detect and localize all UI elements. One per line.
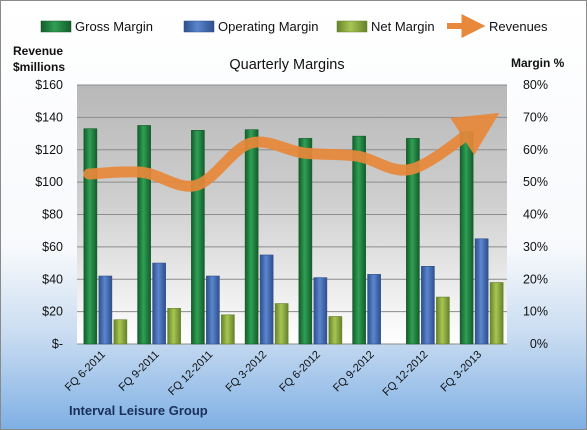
x-tick-label: FQ 3-2013 (439, 349, 485, 395)
left-tick-label: $40 (42, 272, 63, 286)
legend-label-revenues: Revenues (489, 19, 548, 34)
left-tick-label: $140 (35, 110, 63, 124)
right-tick-label: 10% (523, 305, 548, 319)
bar-gross-margin-fq-9-2011 (137, 125, 151, 345)
bar-operating-margin-fq-3-2012 (259, 254, 274, 345)
bar-gross-margin-fq-6-2011 (83, 128, 98, 345)
left-tick-label: $120 (35, 143, 63, 157)
revenue-line (83, 112, 500, 192)
chart-title: Quarterly Margins (229, 57, 344, 73)
left-tick-label: $100 (35, 175, 63, 189)
left-tick-label: $- (52, 337, 63, 351)
bar-gross-margin-fq-12-2012 (406, 138, 420, 345)
revenue-point-fq-9-2012 (357, 155, 359, 157)
bar-gross-margin-fq-3-2013 (459, 131, 474, 345)
legend-swatch-net-margin (336, 20, 368, 33)
bar-gross-margin-fq-6-2012 (298, 138, 313, 345)
left-axis-title-line2: $millions (13, 60, 65, 74)
legend-swatch-operating-margin (183, 20, 215, 33)
revenue-point-fq-12-2011 (195, 184, 197, 186)
bar-net-margin-fq-6-2012 (328, 316, 343, 345)
legend-label-gross-margin: Gross Margin (75, 19, 153, 34)
right-tick-label: 30% (523, 240, 548, 254)
right-axis-title: Margin % (511, 56, 565, 70)
x-tick-label: FQ 12-2011 (166, 349, 215, 398)
company-name: Interval Leisure Group (69, 403, 208, 418)
left-axis-ticks: $- $20 $40 $60 $80 $100 $120 $140 $160 (35, 78, 63, 351)
bar-gross-margin-fq-12-2011 (191, 130, 205, 345)
bar-net-margin-fq-3-2012 (274, 303, 289, 345)
x-tick-label: FQ 6-2011 (63, 349, 108, 394)
bar-net-margin-fq-3-2013 (489, 282, 504, 345)
bar-operating-margin-fq-6-2011 (98, 275, 113, 345)
right-tick-label: 60% (523, 143, 548, 157)
x-tick-label: FQ 9-2012 (331, 349, 377, 395)
right-tick-label: 80% (523, 78, 548, 92)
bar-operating-margin-fq-6-2012 (313, 277, 328, 345)
legend-label-net-margin: Net Margin (371, 19, 435, 34)
right-tick-label: 40% (523, 208, 548, 222)
bar-net-margin-fq-12-2012 (436, 296, 450, 345)
right-tick-label: 20% (523, 272, 548, 286)
revenue-point-fq-3-2012 (249, 142, 251, 144)
bar-net-margin-fq-9-2011 (167, 308, 181, 345)
bar-operating-margin-fq-9-2011 (152, 262, 166, 345)
bar-operating-margin-fq-12-2011 (206, 275, 220, 345)
bar-operating-margin-fq-12-2012 (421, 265, 435, 345)
x-tick-label: FQ 9-2011 (117, 349, 162, 394)
legend-swatch-gross-margin (40, 20, 72, 33)
x-tick-label: FQ 3-2012 (224, 349, 270, 395)
left-tick-label: $20 (42, 305, 63, 319)
left-axis-title-line1: Revenue (13, 44, 63, 58)
right-tick-label: 70% (523, 110, 548, 124)
revenue-point-fq-9-2011 (142, 171, 144, 173)
right-tick-label: 50% (523, 175, 548, 189)
left-tick-label: $60 (42, 240, 63, 254)
x-tick-label: FQ 6-2012 (277, 349, 323, 395)
bar-net-margin-fq-12-2011 (221, 314, 235, 345)
revenue-point-fq-12-2012 (410, 168, 412, 170)
bar-marks (83, 125, 504, 345)
x-axis-labels: FQ 6-2011 FQ 9-2011 FQ 12-2011 FQ 3-2012 FQ … (63, 349, 484, 399)
bar-net-margin-fq-6-2011 (113, 319, 128, 345)
revenue-point-fq-6-2012 (303, 152, 305, 154)
revenue-point-fq-3-2013 (476, 126, 478, 128)
right-axis-ticks: 0% 10% 20% 30% 40% 50% 60% 70% 80% (523, 78, 548, 351)
revenue-point-fq-6-2011 (88, 173, 90, 175)
left-tick-label: $160 (35, 78, 63, 92)
legend-label-operating-margin: Operating Margin (218, 19, 318, 34)
bar-operating-margin-fq-9-2012 (367, 274, 381, 345)
right-tick-label: 0% (530, 337, 548, 351)
bar-gross-margin-fq-3-2012 (244, 129, 259, 345)
bar-operating-margin-fq-3-2013 (474, 238, 489, 345)
bar-gross-margin-fq-9-2012 (352, 135, 366, 345)
left-tick-label: $80 (42, 208, 63, 222)
x-tick-label: FQ 12-2012 (381, 349, 431, 399)
legend: Gross Margin Operating Margin Net Margin… (40, 14, 548, 38)
